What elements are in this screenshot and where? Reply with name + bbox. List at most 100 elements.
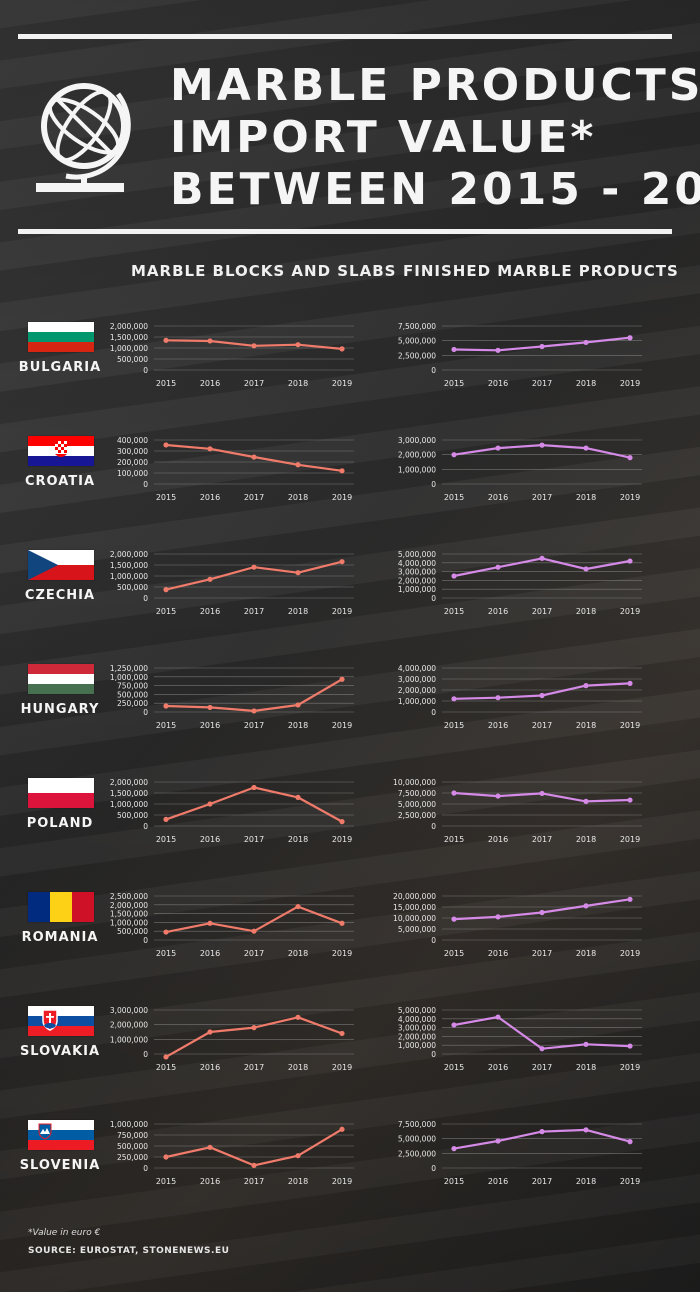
- y-tick-label: 5,000,000: [398, 800, 436, 809]
- x-tick-label: 2019: [620, 607, 640, 616]
- series-line: [165, 1016, 343, 1058]
- x-tick-label: 2016: [488, 493, 508, 502]
- finished-chart-czechia: 5,000,0004,000,0003,000,0002,000,0001,00…: [398, 550, 642, 616]
- data-point-2016: [495, 564, 501, 570]
- series-line: [165, 905, 343, 934]
- data-point-2019: [339, 819, 345, 825]
- data-point-2017: [539, 1129, 545, 1135]
- footnote: *Value in euro €: [28, 1228, 101, 1238]
- x-tick-label: 2015: [444, 1063, 464, 1072]
- y-tick-label: 0: [143, 594, 148, 603]
- y-tick-label: 1,500,000: [110, 333, 148, 342]
- data-point-2018: [583, 445, 589, 451]
- country-label-slovakia: SLOVAKIA: [19, 1044, 101, 1059]
- data-point-2019: [627, 896, 633, 902]
- y-tick-label: 1,000,000: [398, 465, 436, 474]
- data-point-2015: [451, 573, 457, 579]
- source-credit: SOURCE: EUROSTAT, STONENEWS.EU: [28, 1246, 230, 1256]
- data-point-2015: [451, 346, 457, 353]
- y-tick-label: 3,000,000: [110, 1006, 148, 1015]
- blocks-chart-romania: 2,500,0002,000,0001,500,0001,000,000500,…: [110, 892, 354, 958]
- y-tick-label: 0: [143, 1050, 148, 1059]
- blocks-column-header: MARBLE BLOCKS AND SLABS: [131, 262, 397, 280]
- x-tick-label: 2017: [244, 379, 264, 388]
- y-tick-label: 0: [143, 480, 148, 489]
- y-tick-label: 500,000: [117, 927, 148, 936]
- blocks-chart-bulgaria: 2,000,000 1,500,000 1,000,000 500,000 0 2015 2…: [110, 322, 354, 388]
- x-tick-label: 2019: [332, 493, 352, 502]
- x-tick-label: 2019: [332, 835, 352, 844]
- data-point-2019: [339, 920, 345, 926]
- x-tick-label: 2018: [576, 949, 596, 958]
- data-point-2015: [163, 1054, 169, 1060]
- x-tick-label: 2017: [244, 607, 264, 616]
- x-tick-label: 2019: [620, 835, 640, 844]
- x-tick-label: 2019: [620, 1063, 640, 1072]
- data-point-2019: [339, 468, 345, 474]
- data-point-2016: [495, 793, 501, 799]
- y-tick-label: 10,000,000: [393, 914, 436, 923]
- x-tick-label: 2015: [444, 493, 464, 502]
- x-tick-label: 2018: [576, 721, 596, 730]
- y-tick-label: 7,500,000: [398, 1120, 436, 1129]
- y-tick-label: 0: [143, 1164, 148, 1173]
- data-point-2015: [163, 442, 169, 448]
- y-tick-label: 1,000,000: [110, 1120, 148, 1129]
- x-tick-label: 2016: [488, 607, 508, 616]
- y-tick-label: 5,000,000: [398, 1135, 436, 1144]
- data-point-2018: [583, 1041, 589, 1047]
- data-point-2018: [583, 339, 589, 346]
- data-point-2019: [339, 346, 345, 352]
- x-tick-label: 2018: [288, 949, 308, 958]
- blocks-chart-hungary: 1,250,0001,000,000750,000500,000250,0000…: [110, 664, 354, 730]
- data-point-2016: [207, 704, 213, 711]
- data-point-2016: [207, 920, 213, 926]
- y-tick-label: 2,000,000: [398, 1032, 436, 1041]
- y-tick-label: 15,000,000: [393, 903, 436, 912]
- x-tick-label: 2019: [620, 949, 640, 958]
- y-tick-label: 3,000,000: [398, 568, 436, 577]
- x-tick-label: 2018: [288, 721, 308, 730]
- data-point-2015: [163, 816, 169, 822]
- y-tick-label: 4,000,000: [398, 1015, 436, 1024]
- data-point-2015: [451, 916, 457, 922]
- finished-chart-romania: 20,000,000 15,000,000 10,000,000 5,000,000 0…: [393, 892, 642, 958]
- y-tick-label: 100,000: [117, 469, 148, 478]
- x-tick-label: 2017: [244, 1177, 264, 1186]
- y-tick-label: 2,000,000: [110, 550, 148, 559]
- y-tick-label: 0: [431, 708, 436, 717]
- data-point-2019: [627, 1043, 633, 1049]
- data-point-2017: [539, 909, 545, 916]
- series-line: [453, 1015, 631, 1050]
- y-tick-label: 1,000,000: [110, 673, 148, 682]
- y-tick-label: 400,000: [117, 436, 148, 445]
- x-tick-label: 2015: [444, 379, 464, 388]
- y-tick-label: 2,000,000: [110, 901, 148, 910]
- x-tick-label: 2018: [288, 607, 308, 616]
- data-point-2016: [495, 1014, 501, 1020]
- y-tick-label: 0: [431, 822, 436, 831]
- bulgaria-flag: [28, 322, 94, 352]
- y-tick-label: 1,000,000: [110, 1035, 148, 1044]
- x-tick-label: 2018: [288, 1177, 308, 1186]
- top-rule: [18, 34, 672, 39]
- x-tick-label: 2019: [332, 1177, 352, 1186]
- y-tick-label: 0: [143, 822, 148, 831]
- y-tick-label: 500,000: [117, 355, 148, 364]
- data-point-2017: [251, 784, 257, 791]
- x-tick-label: 2016: [200, 493, 220, 502]
- x-tick-label: 2018: [576, 607, 596, 616]
- x-tick-label: 2016: [200, 949, 220, 958]
- x-tick-label: 2015: [156, 379, 176, 388]
- data-point-2018: [295, 1014, 301, 1020]
- x-tick-label: 2016: [488, 379, 508, 388]
- y-tick-label: 1,500,000: [110, 789, 148, 798]
- y-tick-label: 250,000: [117, 1153, 148, 1162]
- x-tick-label: 2018: [576, 493, 596, 502]
- country-label-romania: ROMANIA: [21, 930, 99, 945]
- y-tick-label: 1,000,000: [398, 697, 436, 706]
- y-tick-label: 200,000: [117, 458, 148, 467]
- data-point-2016: [207, 801, 213, 807]
- x-tick-label: 2019: [332, 607, 352, 616]
- data-point-2018: [295, 702, 301, 708]
